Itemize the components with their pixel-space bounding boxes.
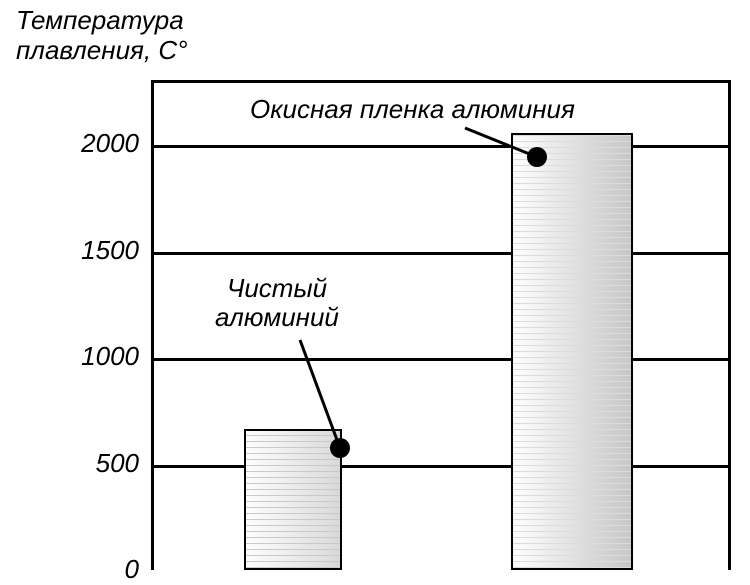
gridline (154, 358, 728, 361)
y-axis-title: Температура плавления, C° (16, 6, 188, 66)
gridline (154, 252, 728, 255)
pure-aluminum-label: Чистыйалюминий (215, 274, 339, 331)
y-tick-label: 1500 (81, 235, 139, 266)
callout-dot (527, 147, 547, 167)
y-tick-label: 1000 (81, 341, 139, 372)
chart-container: { "chart": { "type": "bar", "width": 750… (0, 0, 750, 585)
callout-dot (330, 438, 350, 458)
gridline (154, 145, 728, 148)
y-tick-label: 0 (125, 554, 139, 585)
bar-pure-aluminum (244, 429, 342, 570)
bar-oxide-film (511, 133, 633, 570)
gridline (154, 465, 728, 468)
oxide-film-label: Окисная пленка алюминия (250, 95, 575, 124)
y-tick-label: 500 (96, 448, 139, 479)
y-tick-label: 2000 (81, 128, 139, 159)
